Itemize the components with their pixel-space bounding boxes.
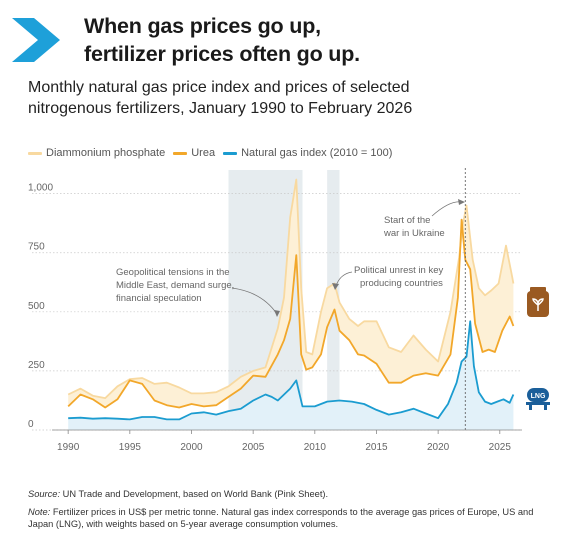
legend-label-urea: Urea: [191, 147, 216, 159]
x-tick-label: 2025: [489, 442, 512, 453]
page-subtitle: Monthly natural gas price index and pric…: [28, 77, 412, 119]
y-tick-label: 250: [28, 360, 45, 371]
chart-legend: Diammonium phosphate Urea Natural gas in…: [28, 147, 400, 159]
axes: 0 250 500 750 1,000 1990 1995 2000 2005 2010 2015 2…: [28, 168, 522, 453]
price-chart: 0 250 500 750 1,000 1990 1995 2000 2005 2010 2015 2…: [28, 168, 550, 453]
page-title: When gas prices go up, fertilizer prices…: [84, 12, 360, 68]
title-line-2: fertilizer prices often go up.: [84, 42, 360, 66]
annotation-geo-line-2: Middle East, demand surge,: [116, 280, 234, 291]
x-tick-label: 2015: [365, 442, 388, 453]
title-line-1: When gas prices go up,: [84, 14, 321, 38]
chevron-icon: [8, 16, 66, 69]
annotation-geo-line-3: financial speculation: [116, 293, 202, 304]
x-tick-label: 2010: [304, 442, 327, 453]
note-text: Fertilizer prices in US$ per metric tonn…: [28, 507, 534, 529]
annotation-pol-arrowhead: [332, 283, 339, 290]
legend-label-gas: Natural gas index (2010 = 100): [241, 147, 393, 159]
subtitle-line-2: nitrogenous fertilizers, January 1990 to…: [28, 100, 413, 117]
annotation-geo-arrowhead: [274, 310, 280, 317]
source-note: Source: UN Trade and Development, based …: [28, 488, 558, 500]
y-tick-label: 500: [28, 301, 45, 312]
series-lines: [67, 178, 515, 421]
fertilizer-bag-icon: [527, 287, 549, 317]
annotation-geo-line-1: Geopolitical tensions in the: [116, 267, 230, 278]
annotation-ukr-arrowhead: [458, 199, 465, 205]
note-label: Note:: [28, 507, 51, 517]
legend-swatch-gas: [223, 151, 238, 155]
series-line-dap: [67, 178, 515, 400]
series-line-urea: [67, 218, 515, 409]
y-tick-label: 1,000: [28, 183, 53, 194]
source-label: Source:: [28, 489, 61, 499]
legend-item-urea: Urea: [173, 147, 215, 159]
area-dap-urea-band: [68, 179, 514, 408]
y-tick-label: 750: [28, 242, 45, 253]
x-tick-label: 2005: [242, 442, 265, 453]
legend-label-dap: Diammonium phosphate: [46, 147, 166, 159]
legend-swatch-dap: [28, 151, 42, 155]
legend-swatch-urea: [173, 151, 188, 155]
source-text: UN Trade and Development, based on World…: [60, 489, 329, 499]
annotation-ukr-line-1: Start of the: [384, 215, 430, 226]
x-tick-label: 1995: [119, 442, 142, 453]
svg-text:LNG: LNG: [531, 393, 546, 400]
chart-footer: Source: UN Trade and Development, based …: [28, 488, 558, 536]
methodology-note: Note: Fertilizer prices in US$ per metri…: [28, 506, 558, 530]
annotation-ukr-line-2: war in Ukraine: [383, 228, 445, 239]
subtitle-line-1: Monthly natural gas price index and pric…: [28, 79, 410, 96]
series-line-gas: [68, 320, 515, 421]
legend-item-dap: Diammonium phosphate: [28, 147, 165, 159]
x-tick-label: 2000: [180, 442, 203, 453]
lng-tanker-icon: LNG: [526, 388, 550, 410]
x-tick-label: 2020: [427, 442, 450, 453]
annotation-ukr-arrow: [431, 201, 463, 217]
y-tick-label: 0: [28, 419, 34, 430]
x-tick-label: 1990: [57, 442, 80, 453]
annotation-pol-line-2: producing countries: [360, 278, 443, 289]
annotations: Geopolitical tensions in the Middle East…: [116, 199, 465, 317]
annotation-pol-line-1: Political unrest in key: [354, 265, 443, 276]
legend-item-gas: Natural gas index (2010 = 100): [223, 147, 392, 159]
